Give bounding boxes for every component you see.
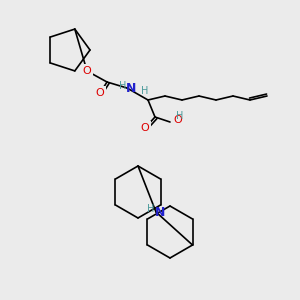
Text: O: O <box>82 66 91 76</box>
Text: H: H <box>147 204 155 214</box>
Text: O: O <box>96 88 104 98</box>
Text: H: H <box>119 81 127 91</box>
Text: H: H <box>141 86 149 96</box>
Text: O: O <box>173 115 182 125</box>
Text: N: N <box>155 206 165 220</box>
Text: O: O <box>141 123 149 133</box>
Text: H: H <box>176 111 184 121</box>
Text: N: N <box>126 82 136 94</box>
